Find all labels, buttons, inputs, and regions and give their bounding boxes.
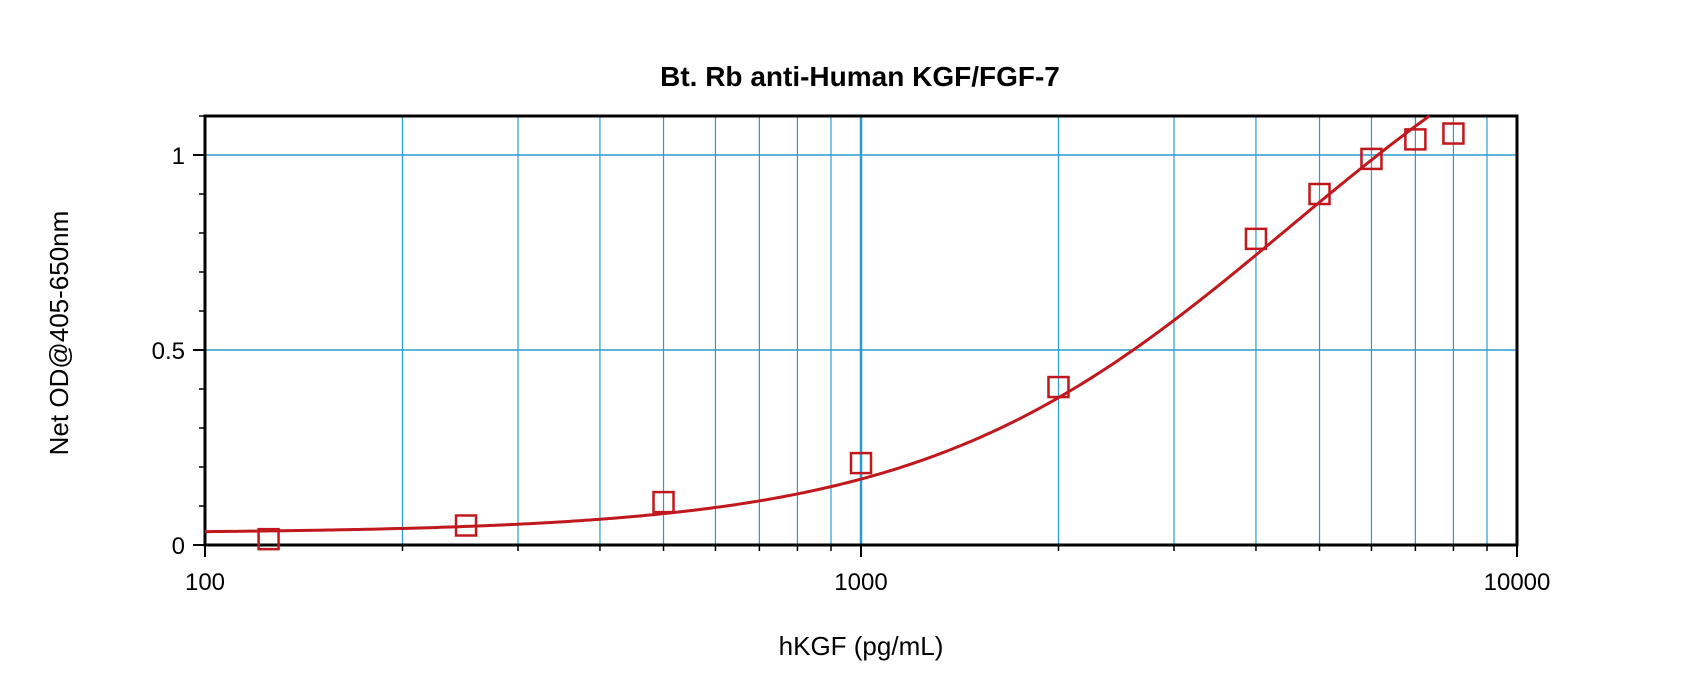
data-point (454, 514, 478, 537)
x-tick-label: 10000 (1484, 569, 1551, 596)
y-axis-ticks: 00.51 (152, 143, 205, 560)
y-tick-label: 0 (172, 533, 185, 560)
chart-title: Bt. Rb anti-Human KGF/FGF-7 (660, 61, 1060, 92)
data-point (849, 451, 873, 475)
data-point (1244, 227, 1268, 251)
x-axis-ticks: 100 1000 10000 (185, 545, 1550, 596)
data-point (1308, 182, 1331, 206)
data-points (257, 122, 1465, 551)
fit-curve (204, 114, 1431, 534)
data-point (1404, 128, 1427, 151)
data-point (257, 527, 280, 551)
y-axis-label: Net OD@405-650nm (44, 211, 74, 456)
data-point (652, 490, 675, 514)
x-axis-label: hKGF (pg/mL) (779, 631, 944, 661)
y-tick-label: 0.5 (152, 338, 185, 365)
data-point (1442, 122, 1465, 145)
grid (205, 116, 1517, 545)
minor-ticks (199, 115, 1488, 551)
x-tick-label: 1000 (834, 569, 887, 596)
data-point (1360, 147, 1383, 171)
data-point (1047, 375, 1070, 399)
x-tick-label: 100 (185, 569, 225, 596)
y-tick-label: 1 (172, 143, 185, 170)
